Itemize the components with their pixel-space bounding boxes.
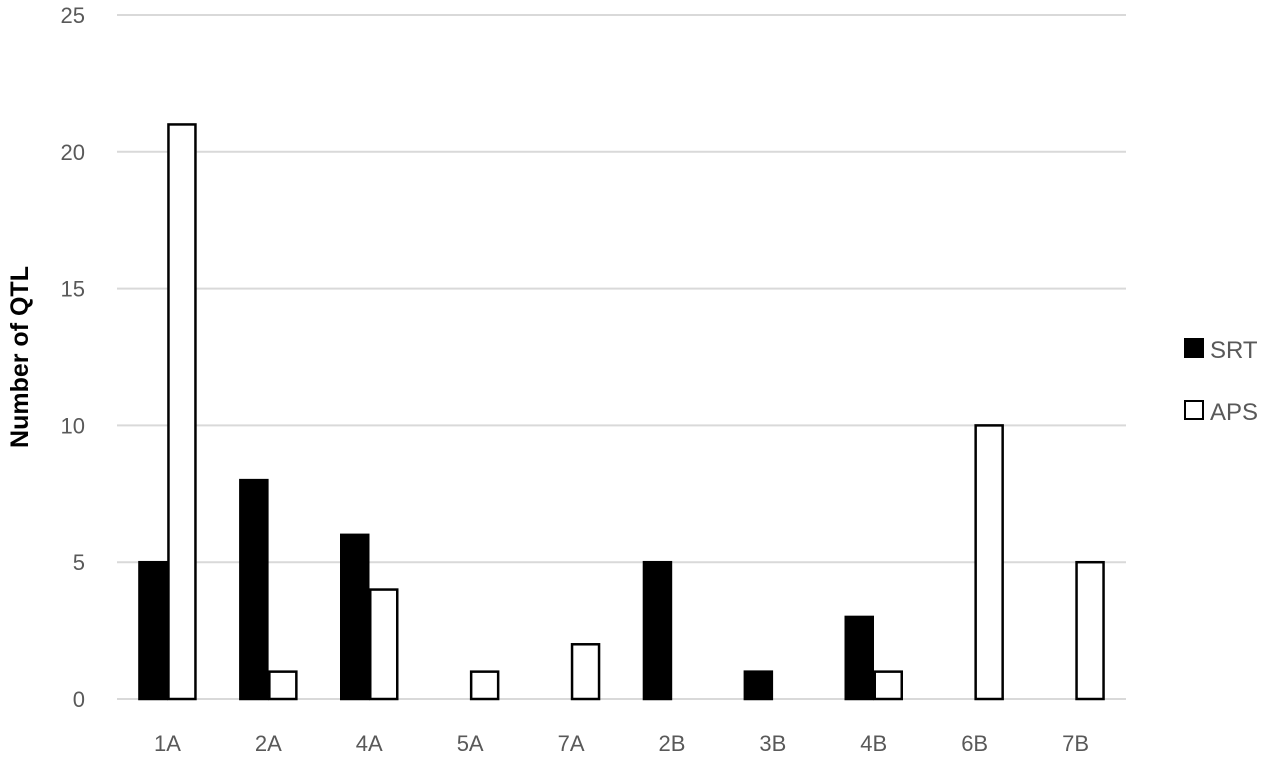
x-tick-label-4a: 4A — [356, 731, 383, 756]
x-tick-label-7a: 7A — [558, 731, 585, 756]
bar-aps-7b — [1075, 560, 1105, 701]
legend-label-aps: APS — [1210, 399, 1258, 426]
y-axis-ticks: 0 5 10 15 20 25 — [61, 3, 85, 712]
bar-srt-2b — [642, 560, 673, 701]
y-tick-label-20: 20 — [61, 140, 85, 165]
x-tick-label-2a: 2A — [255, 731, 282, 756]
bar-aps-4a — [369, 588, 399, 701]
y-tick-label-5: 5 — [73, 550, 85, 575]
bar-srt-3b — [743, 670, 774, 701]
x-tick-label-6b: 6B — [961, 731, 988, 756]
bar-srt-4b — [844, 615, 874, 701]
bar-srt-2a — [239, 478, 269, 701]
x-tick-label-3b: 3B — [759, 731, 786, 756]
x-tick-label-5a: 5A — [457, 731, 484, 756]
bar-aps-5a — [469, 670, 500, 701]
bar-aps-4b — [873, 670, 903, 701]
bar-aps-1a — [167, 123, 197, 701]
legend-swatch-srt — [1184, 338, 1204, 358]
x-tick-label-4b: 4B — [860, 731, 887, 756]
legend-swatch-aps — [1184, 400, 1204, 420]
x-tick-label-1a: 1A — [154, 731, 181, 756]
bar-aps-7a — [570, 643, 601, 701]
y-tick-label-0: 0 — [73, 687, 85, 712]
x-axis-ticks: 1A 2A 4A 5A 7A 2B 3B 4B 6B 7B — [154, 731, 1089, 756]
y-tick-label-25: 25 — [61, 3, 85, 28]
x-tick-label-7b: 7B — [1062, 731, 1089, 756]
legend-label-srt: SRT — [1210, 337, 1258, 364]
x-tick-label-2b: 2B — [658, 731, 685, 756]
y-axis-title: Number of QTL — [6, 266, 34, 448]
bar-aps-2a — [268, 670, 298, 701]
bar-srt-4a — [340, 533, 370, 701]
bars — [138, 123, 1105, 701]
gridlines — [117, 14, 1126, 700]
bar-srt-1a — [138, 560, 168, 701]
y-tick-label-10: 10 — [61, 413, 85, 438]
legend: SRT APS — [1184, 337, 1258, 426]
y-tick-label-15: 15 — [61, 277, 85, 302]
bar-aps-6b — [974, 424, 1004, 701]
